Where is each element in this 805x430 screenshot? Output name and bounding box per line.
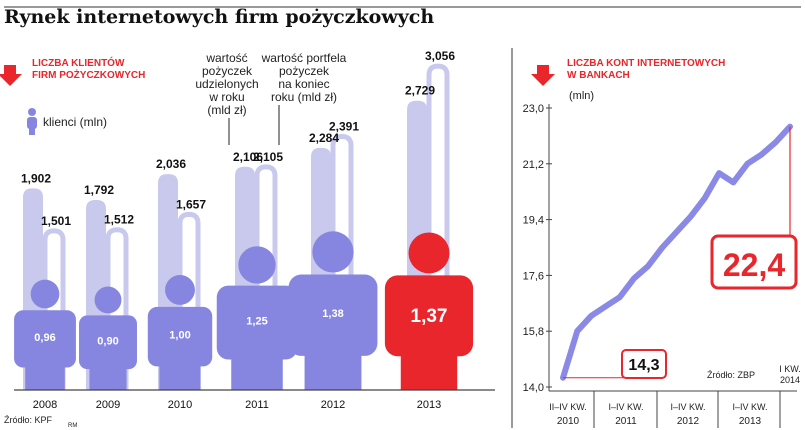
down-arrow-icon [0, 65, 22, 86]
portfolio-value-label: 3,056 [425, 49, 455, 63]
year-label: 2009 [96, 399, 120, 411]
clients-value-label: 1,37 [411, 306, 448, 327]
x-group-period: I–IV KW. [670, 402, 705, 412]
portfolio-bar [177, 211, 201, 390]
portfolio-value-label: 1,657 [176, 197, 206, 211]
legend-loans-line-2: pożyczek [202, 64, 253, 78]
x-group-period: I–IV KW. [608, 402, 643, 412]
start-annotation-value: 14,3 [628, 357, 659, 374]
x-group-period: I–IV KW. [732, 402, 767, 412]
legend-portfolio-line-1: wartość portfela [261, 51, 347, 65]
person-figure-head [238, 246, 276, 284]
y-tick-label: 15,8 [523, 326, 544, 338]
person-figure-body [288, 274, 378, 356]
person-figure-highlight [408, 232, 450, 274]
loans-value-label: 2,036 [156, 157, 186, 171]
y-tick-label: 21,2 [523, 159, 544, 171]
source-right: Źródło: ZBP [707, 370, 755, 380]
year-label: 2010 [168, 399, 192, 411]
clients-value-label: 1,00 [169, 330, 190, 342]
person-figure-body [14, 310, 76, 368]
legend-portfolio-line-2: pożyczek [279, 64, 330, 78]
down-arrow-icon [531, 65, 555, 86]
legend-loans-line-3: udzielonych [195, 77, 258, 91]
x-group-year: 2013 [739, 416, 762, 427]
y-tick-label: 23,0 [523, 103, 544, 115]
start-annotation-box [621, 349, 667, 379]
portfolio-value-label: 1,512 [104, 213, 134, 227]
person-figure-head [30, 279, 60, 309]
right-title-line-2: W BANKACH [567, 70, 630, 81]
portfolio-bar [42, 228, 66, 390]
person-figure-legs [159, 362, 201, 390]
y-tick-label: 17,6 [523, 270, 544, 282]
y-tick-label: 14,0 [523, 382, 544, 394]
year-label: 2012 [321, 399, 345, 411]
portfolio-bar [105, 227, 129, 390]
person-figure-body [216, 285, 298, 360]
loans-value-label: 2,729 [405, 84, 435, 98]
person-figure-head [165, 275, 195, 305]
x-last-period: I KW. [779, 364, 801, 374]
clients-value-label: 1,25 [246, 316, 267, 328]
portfolio-bar [330, 134, 354, 390]
person-figure-body [147, 306, 213, 367]
portfolio-bar [254, 164, 278, 390]
person-figure-legs [231, 355, 283, 390]
portfolio-bar [426, 63, 450, 390]
legend-loans-line-1: wartość [205, 51, 247, 65]
end-annotation-value: 22,4 [723, 247, 785, 283]
portfolio-value-label: 2,105 [253, 150, 283, 164]
portfolio-value-label: 1,501 [41, 214, 71, 228]
person-legend-icon [27, 108, 37, 135]
year-label: 2013 [417, 399, 441, 411]
left-title-line-2: FIRM POŻYCZKOWYCH [32, 68, 145, 81]
end-annotation-box [710, 234, 798, 290]
x-group-period: II–IV KW. [549, 402, 587, 412]
y-axis-unit: (mln) [569, 90, 594, 102]
person-figure-head [312, 231, 354, 273]
loans-value-label: 2,284 [309, 131, 339, 145]
x-group-year: 2010 [557, 416, 580, 427]
clients-value-label: 0,90 [97, 335, 118, 347]
year-label: 2008 [33, 399, 57, 411]
clients-value-label: 1,38 [322, 308, 343, 320]
person-figure-head [94, 286, 122, 314]
legend-loans-line-4: w roku [208, 90, 244, 104]
source-left: Źródło: KPF [4, 415, 53, 425]
person-figure-legs [89, 365, 127, 390]
accounts-chart: LICZBA KONT INTERNETOWYCH W BANKACH (mln… [523, 58, 801, 428]
loans-value-label: 2,106 [233, 150, 263, 164]
y-tick-label: 19,4 [523, 215, 544, 227]
person-figure-body [79, 315, 137, 370]
left-title-line-1: LICZBA KLIENTÓW [32, 56, 125, 69]
year-label: 2011 [245, 399, 269, 411]
person-figure-body [384, 275, 474, 357]
x-group-year: 2011 [615, 416, 637, 427]
legend-loans-line-5: (mld zł) [207, 103, 246, 117]
portfolio-value-label: 2,391 [329, 120, 359, 134]
person-figure-legs [25, 363, 65, 390]
clients-value-label: 0,96 [34, 332, 55, 344]
person-figure-legs [400, 352, 458, 390]
x-group-year: 2012 [677, 416, 700, 427]
page-title: Rynek internetowych firm pożyczkowych [4, 6, 435, 28]
person-figure-legs [304, 351, 362, 390]
loans-value-label: 1,902 [21, 171, 51, 185]
loans-value-label: 1,792 [84, 183, 114, 197]
author-mark: RM [68, 423, 78, 429]
clients-chart: LICZBA KLIENTÓW FIRM POŻYCZKOWYCH klienc… [0, 49, 495, 411]
legend-portfolio-line-3: na koniec [278, 77, 329, 91]
legend-portfolio-line-4: roku (mld zł) [271, 90, 337, 104]
legend-clients: klienci (mln) [43, 115, 107, 129]
accounts-line [560, 123, 793, 381]
x-last-year: 2014 [780, 375, 800, 385]
right-title-line-1: LICZBA KONT INTERNETOWYCH [567, 58, 725, 69]
